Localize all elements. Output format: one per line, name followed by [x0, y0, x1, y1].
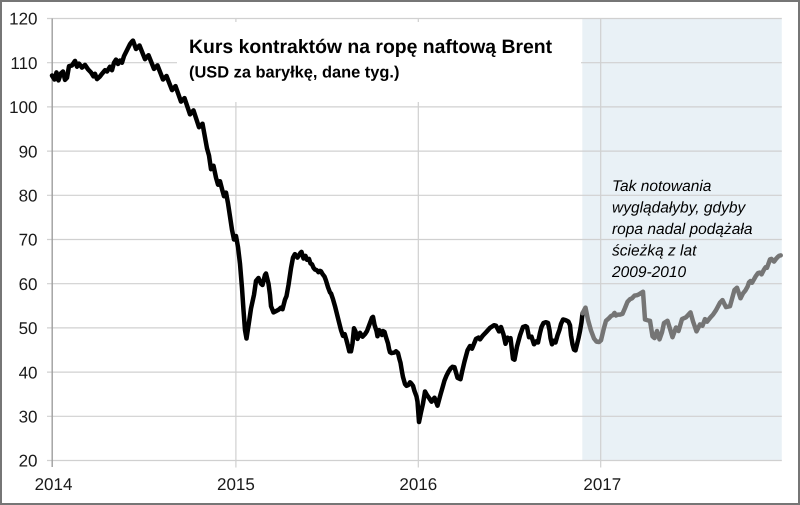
svg-text:(USD za baryłkę, dane tyg.): (USD za baryłkę, dane tyg.): [189, 64, 399, 82]
svg-text:ropa nadal podążała: ropa nadal podążała: [612, 221, 753, 238]
svg-text:90: 90: [19, 142, 38, 161]
svg-text:2014: 2014: [35, 475, 73, 494]
svg-text:40: 40: [19, 363, 38, 382]
svg-text:ścieżką z lat: ścieżką z lat: [612, 243, 697, 260]
svg-text:100: 100: [9, 98, 37, 117]
svg-text:80: 80: [19, 187, 38, 206]
svg-text:20: 20: [19, 452, 38, 471]
svg-text:2015: 2015: [217, 475, 255, 494]
svg-text:2017: 2017: [583, 475, 621, 494]
svg-text:30: 30: [19, 408, 38, 427]
svg-text:wyglądałyby, gdyby: wyglądałyby, gdyby: [612, 200, 747, 217]
svg-text:70: 70: [19, 231, 38, 250]
svg-text:120: 120: [9, 10, 37, 29]
svg-text:110: 110: [10, 54, 37, 73]
svg-text:Tak notowania: Tak notowania: [612, 178, 712, 195]
svg-text:Kurs kontraktów na ropę naftow: Kurs kontraktów na ropę naftową Brent: [189, 36, 553, 58]
svg-text:2009-2010: 2009-2010: [611, 264, 687, 281]
svg-text:2016: 2016: [399, 475, 437, 494]
svg-text:60: 60: [19, 275, 38, 294]
svg-text:50: 50: [19, 319, 38, 338]
